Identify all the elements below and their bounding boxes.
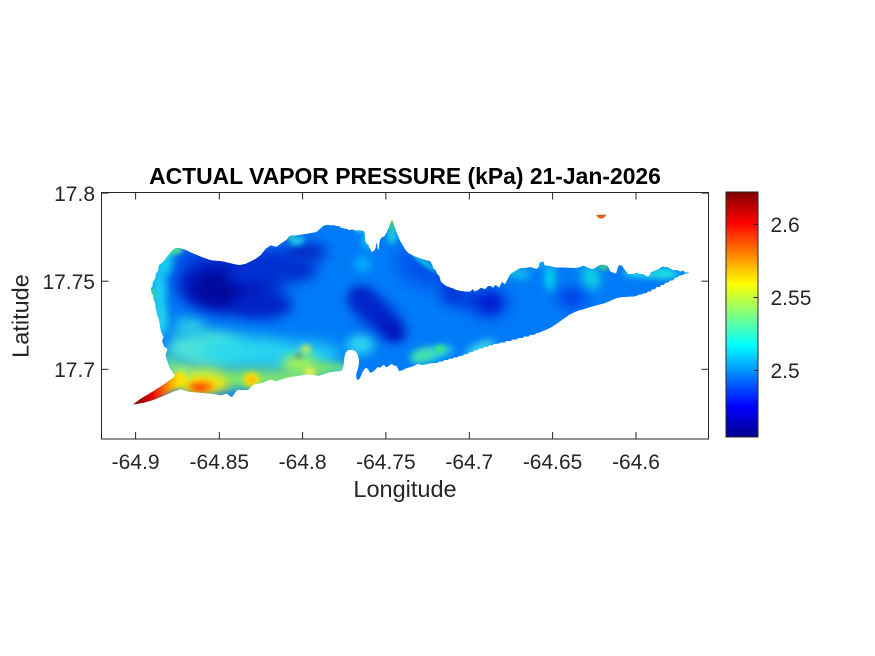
svg-text:-64.85: -64.85 bbox=[190, 451, 250, 474]
svg-text:2.55: 2.55 bbox=[771, 287, 812, 310]
svg-text:-64.9: -64.9 bbox=[112, 451, 160, 474]
svg-text:17.75: 17.75 bbox=[42, 271, 95, 294]
svg-text:17.7: 17.7 bbox=[54, 359, 95, 382]
svg-text:-64.75: -64.75 bbox=[356, 451, 416, 474]
svg-text:2.6: 2.6 bbox=[771, 214, 800, 237]
svg-text:ACTUAL VAPOR PRESSURE (kPa) 21: ACTUAL VAPOR PRESSURE (kPa) 21-Jan-2026 bbox=[149, 163, 661, 189]
svg-text:-64.65: -64.65 bbox=[523, 451, 583, 474]
svg-text:Latitude: Latitude bbox=[8, 274, 34, 358]
svg-text:-64.8: -64.8 bbox=[279, 451, 327, 474]
svg-text:Longitude: Longitude bbox=[353, 476, 456, 502]
svg-text:-64.7: -64.7 bbox=[445, 451, 493, 474]
svg-text:17.8: 17.8 bbox=[54, 183, 95, 206]
svg-text:-64.6: -64.6 bbox=[612, 451, 660, 474]
svg-text:2.5: 2.5 bbox=[771, 360, 800, 383]
